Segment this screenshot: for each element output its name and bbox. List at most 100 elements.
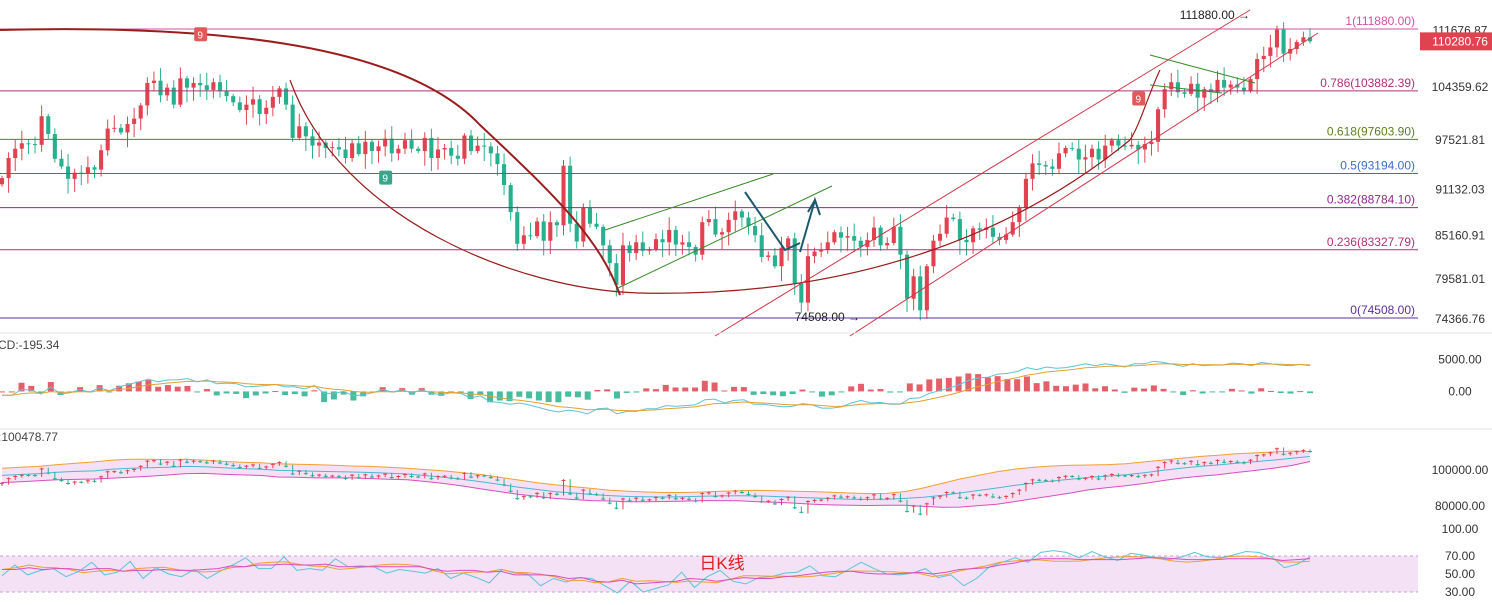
- macd-histogram-bar: [194, 391, 201, 393]
- macd-histogram-bar: [887, 391, 894, 393]
- candle: [455, 155, 460, 159]
- macd-histogram-bar: [213, 391, 220, 396]
- macd-dif-line: [2, 360, 1311, 415]
- candle: [429, 137, 434, 158]
- td-marker-label: 9: [197, 30, 203, 41]
- macd-histogram-bar: [1043, 381, 1050, 392]
- candle: [165, 87, 170, 96]
- macd-histogram-bar: [682, 387, 689, 392]
- candle: [0, 178, 5, 185]
- channel-lower: [849, 32, 1319, 337]
- macd-histogram-bar: [38, 391, 45, 394]
- macd-histogram-bar: [1033, 383, 1040, 392]
- candle: [1202, 89, 1207, 98]
- macd-histogram-bar: [18, 382, 25, 392]
- candle: [204, 85, 209, 90]
- candle: [151, 80, 156, 83]
- macd-histogram-bar: [106, 391, 113, 393]
- rsi-pane: 100.00 70.00 50.00 30.00: [0, 522, 1479, 599]
- candle: [1122, 145, 1128, 147]
- fib-label[interactable]: 0.618(97603.90): [1327, 124, 1415, 138]
- candle: [178, 78, 183, 105]
- candle: [554, 222, 559, 226]
- macd-histogram-bar: [116, 385, 123, 392]
- rsi-fast-line: [1, 550, 1311, 594]
- macd-histogram-bar: [223, 391, 230, 394]
- macd-histogram-bar: [565, 391, 572, 397]
- macd-histogram-bar: [653, 389, 659, 392]
- candle: [1241, 87, 1246, 91]
- bollinger-axis-tick-label: 80000.00: [1435, 499, 1485, 513]
- candle: [118, 127, 123, 133]
- macd-histogram-bar: [496, 391, 503, 401]
- candle: [270, 96, 275, 108]
- candle: [1037, 163, 1042, 165]
- candle: [548, 222, 553, 241]
- fib-label[interactable]: 0.236(83327.79): [1327, 235, 1415, 249]
- macd-histogram-bar: [1258, 388, 1265, 392]
- candle: [26, 143, 31, 145]
- candle: [1136, 144, 1141, 150]
- candle: [832, 232, 837, 243]
- macd-histogram-bar: [838, 391, 845, 393]
- macd-histogram-bar: [906, 383, 913, 392]
- macd-histogram-bar: [1189, 390, 1196, 392]
- candle: [237, 102, 242, 111]
- candle: [409, 140, 414, 149]
- macd-histogram-bar: [955, 376, 962, 392]
- macd-histogram-bar: [0, 391, 5, 393]
- candle: [138, 105, 143, 119]
- macd-histogram-bar: [545, 391, 552, 403]
- candle: [1268, 47, 1273, 56]
- fib-label[interactable]: 0.5(93194.00): [1340, 159, 1415, 173]
- macd-histogram-bar: [330, 391, 337, 400]
- candle: [739, 211, 744, 218]
- candle: [924, 266, 929, 311]
- macd-histogram-bar: [760, 391, 767, 395]
- axis-tick-label: 79581.01: [1435, 272, 1485, 286]
- candle: [191, 82, 196, 88]
- candle: [759, 235, 764, 257]
- fib-label[interactable]: 0.786(103882.39): [1320, 76, 1415, 90]
- macd-histogram-bar: [965, 373, 972, 392]
- macd-histogram-bar: [1004, 378, 1011, 392]
- candle: [561, 165, 566, 226]
- candle: [59, 158, 64, 167]
- axis-tick-label: 85160.91: [1435, 229, 1485, 243]
- candle: [878, 227, 883, 246]
- candle: [369, 141, 374, 152]
- macd-histogram-bar: [867, 389, 874, 392]
- fib-label[interactable]: 0.382(88784.10): [1327, 193, 1415, 207]
- candle: [297, 126, 302, 138]
- candle: [951, 217, 956, 220]
- fib-levels: 1(111880.00) 0.786(103882.39) 0.618(97603.…: [0, 14, 1418, 319]
- macd-histogram-bar: [57, 391, 64, 395]
- candle: [1189, 83, 1194, 94]
- arrow-up: [799, 196, 821, 253]
- macd-histogram-bar: [633, 391, 640, 393]
- candle: [402, 140, 408, 149]
- candle: [858, 240, 863, 247]
- candle: [1149, 141, 1154, 145]
- macd-axis-tick-label: 5000.00: [1438, 352, 1482, 366]
- candle: [1043, 164, 1048, 167]
- candle: [911, 276, 916, 299]
- td-marker-label: 9: [1135, 94, 1141, 105]
- macd-histogram-bar: [477, 391, 484, 395]
- candle: [686, 242, 692, 247]
- fib-label[interactable]: 0(74508.00): [1350, 303, 1415, 317]
- axis-tick-label: 74366.76: [1435, 312, 1485, 326]
- fib-label[interactable]: 1(111880.00): [1345, 14, 1415, 28]
- candle: [350, 143, 355, 158]
- candle: [422, 137, 427, 152]
- candle: [145, 82, 150, 106]
- macd-histogram-bar: [770, 391, 777, 396]
- candle: [449, 147, 454, 156]
- candle: [535, 221, 540, 237]
- macd-pane: CD:-195.34 5000.00 0.00: [0, 332, 1492, 415]
- candle: [1109, 140, 1114, 146]
- macd-histogram-bar: [1180, 391, 1187, 396]
- macd-histogram-bar: [1219, 391, 1226, 393]
- macd-histogram-bar: [643, 388, 650, 392]
